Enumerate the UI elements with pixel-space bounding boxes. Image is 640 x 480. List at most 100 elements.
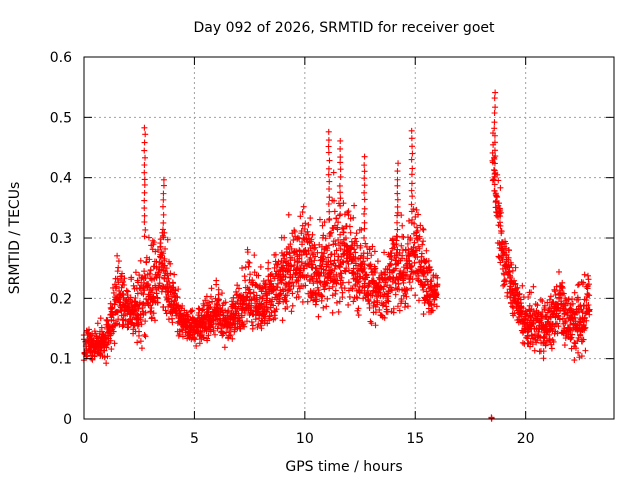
data-point [409, 165, 416, 172]
data-point [585, 301, 592, 308]
data-point [408, 285, 415, 292]
data-point [530, 321, 537, 328]
data-point [561, 342, 568, 349]
data-point [147, 266, 154, 273]
data-point [531, 347, 538, 354]
data-point [408, 201, 415, 208]
data-point [389, 286, 396, 293]
data-point [335, 219, 342, 226]
data-point [215, 296, 222, 303]
data-point [503, 278, 510, 285]
data-point [353, 238, 360, 245]
data-point [275, 258, 282, 265]
data-point [239, 265, 246, 272]
data-point [179, 302, 186, 309]
data-point [289, 279, 296, 286]
data-point [493, 193, 500, 200]
data-point [408, 208, 415, 215]
data-point [339, 224, 346, 231]
data-point [381, 249, 388, 256]
data-point [548, 345, 555, 352]
data-point [320, 304, 327, 311]
data-point [207, 328, 214, 335]
data-point [358, 226, 365, 233]
data-point [394, 209, 401, 216]
data-point [349, 285, 356, 292]
data-point [251, 269, 258, 276]
data-point [420, 286, 427, 293]
data-point [153, 290, 160, 297]
data-point [355, 278, 362, 285]
data-point [108, 346, 115, 353]
data-point [333, 247, 340, 254]
y-tick-label: 0.3 [50, 231, 72, 247]
data-point [434, 274, 441, 281]
data-point [491, 95, 498, 102]
data-point [519, 339, 526, 346]
data-point [305, 247, 312, 254]
data-point [404, 240, 411, 247]
data-point [415, 297, 422, 304]
data-point [500, 270, 507, 277]
data-point [227, 332, 234, 339]
data-point [205, 299, 212, 306]
data-point [294, 288, 301, 295]
data-point [160, 196, 167, 203]
data-point [173, 293, 180, 300]
data-point [290, 237, 297, 244]
data-point [555, 323, 562, 330]
data-point [141, 287, 148, 294]
data-point [528, 289, 535, 296]
data-point [491, 181, 498, 188]
data-point [137, 257, 144, 264]
data-point [403, 293, 410, 300]
data-point [207, 304, 214, 311]
data-point [399, 222, 406, 229]
y-axis-label: SRMTID / TECUs [7, 182, 23, 295]
data-point [525, 294, 532, 301]
data-point [251, 252, 258, 259]
data-point [246, 286, 253, 293]
data-point [342, 268, 349, 275]
data-point [491, 147, 498, 154]
data-point [130, 282, 137, 289]
data-point [248, 307, 255, 314]
data-point [336, 298, 343, 305]
data-point [352, 249, 359, 256]
data-point [104, 353, 111, 360]
data-point [419, 241, 426, 248]
data-point [579, 281, 586, 288]
data-point [402, 247, 409, 254]
data-point [361, 234, 368, 241]
data-point [326, 178, 333, 185]
data-point [530, 283, 537, 290]
data-point [312, 244, 319, 251]
data-point [281, 234, 288, 241]
data-point [575, 349, 582, 356]
data-point [405, 246, 412, 253]
data-point [290, 282, 297, 289]
data-point [209, 298, 216, 305]
data-point [169, 319, 176, 326]
data-point [369, 243, 376, 250]
data-point [337, 173, 344, 180]
data-point [149, 289, 156, 296]
data-point [141, 279, 148, 286]
data-point [202, 297, 209, 304]
data-point [496, 205, 503, 212]
data-point [175, 286, 182, 293]
data-point [273, 306, 280, 313]
data-point [326, 285, 333, 292]
data-point [243, 318, 250, 325]
data-point [551, 288, 558, 295]
data-point [219, 330, 226, 337]
data-point [218, 307, 225, 314]
data-point [524, 335, 531, 342]
data-point [550, 338, 557, 345]
data-point [497, 213, 504, 220]
data-point [324, 295, 331, 302]
data-point [328, 268, 335, 275]
data-point [420, 226, 427, 233]
data-point [156, 280, 163, 287]
